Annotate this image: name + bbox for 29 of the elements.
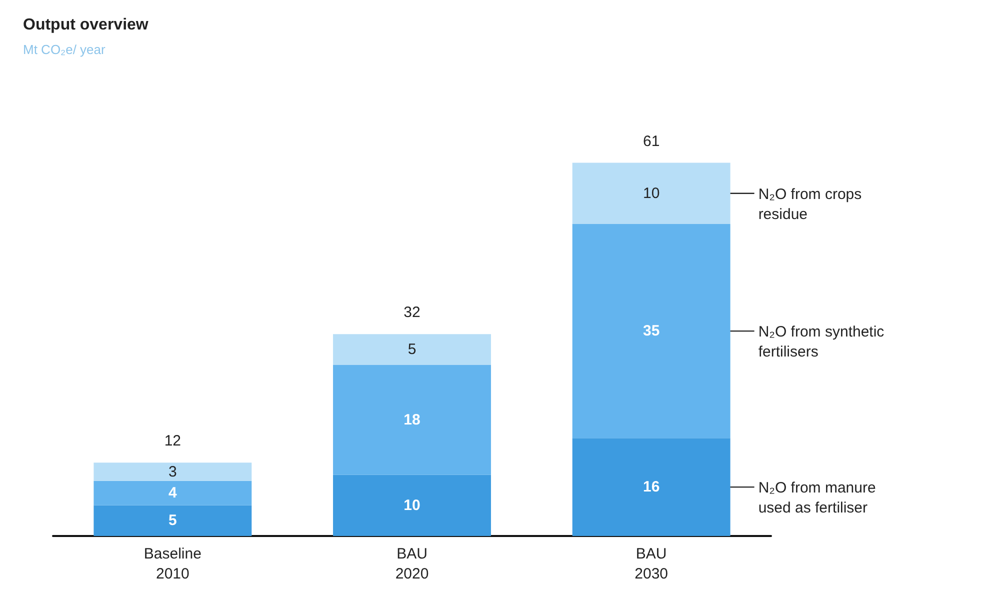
total-label: 12 [164, 432, 182, 450]
chart-subtitle: Mt CO₂e/ year [23, 42, 106, 57]
series-label: N₂O from manure used as fertiliser [758, 480, 880, 517]
data-label: 4 [168, 484, 178, 502]
bar [333, 364, 491, 475]
bar [94, 462, 252, 481]
bar [333, 474, 491, 536]
bar [572, 438, 730, 536]
data-label: 5 [168, 512, 177, 530]
series-label: N₂O from crops residue [758, 186, 866, 223]
bar [333, 334, 491, 365]
total-label: 61 [642, 132, 660, 150]
x-tick-label: BAU 2030 [634, 546, 668, 582]
bar [94, 505, 252, 536]
data-label: 3 [168, 463, 177, 480]
data-label: 10 [642, 184, 660, 202]
x-tick-label: Baseline 2010 [144, 546, 202, 582]
total-label: 32 [404, 304, 420, 322]
bar [94, 480, 252, 506]
data-label: 35 [642, 322, 660, 340]
data-label: 18 [404, 411, 420, 428]
data-label: 5 [408, 340, 416, 358]
bar [572, 224, 730, 438]
chart-title: Output overview [23, 16, 149, 34]
data-label: 16 [642, 478, 660, 496]
bar [572, 162, 730, 224]
data-label: 10 [404, 496, 420, 514]
x-tick-label: BAU 2020 [395, 546, 429, 582]
series-label: N₂O from synthetic fertilisers [758, 324, 888, 361]
